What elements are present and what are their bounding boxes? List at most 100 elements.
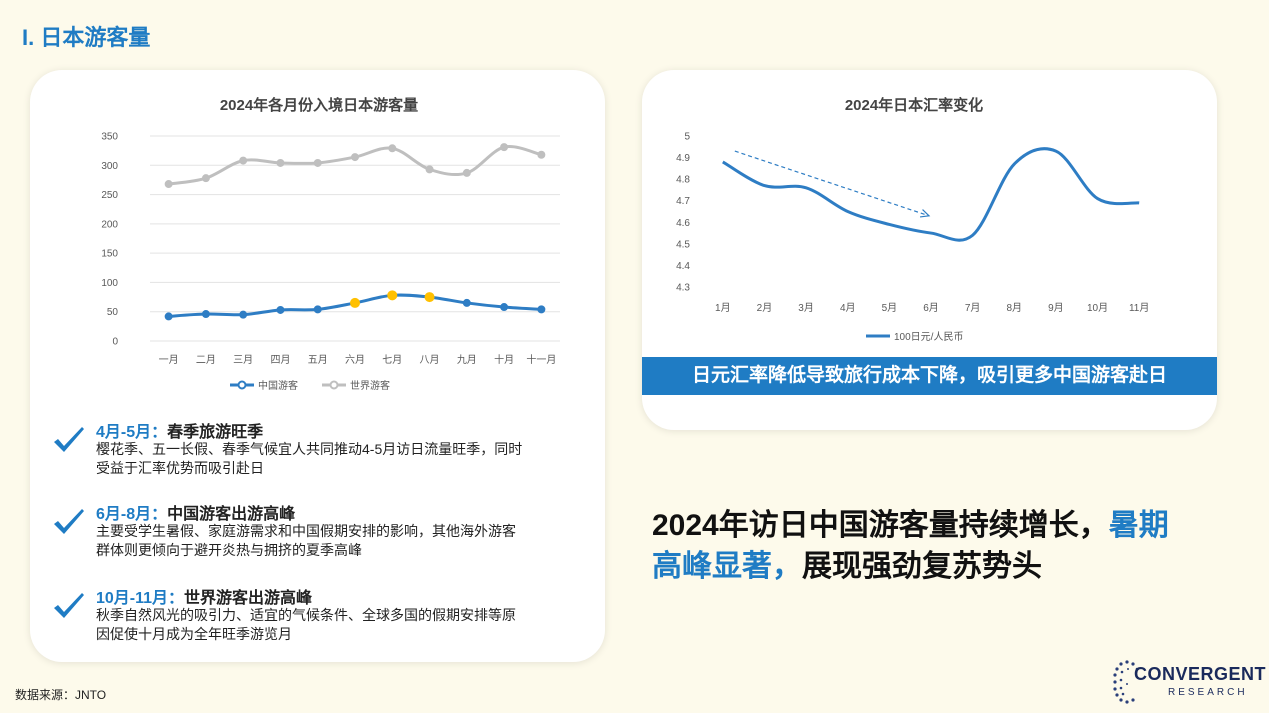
x-tick-label: 五月 [308, 354, 328, 366]
x-tick-label: 一月 [159, 354, 179, 366]
visitor-chart: 2024年各月份入境日本游客量 0 50 100 150 200 250 300 350 一月 二… [101, 96, 560, 392]
data-point [239, 310, 248, 319]
check-icon [54, 427, 84, 452]
y-tick-label: 200 [101, 219, 118, 230]
visitor-chart-title: 2024年各月份入境日本游客量 [220, 96, 418, 114]
check-icon [54, 593, 84, 618]
legend-marker [329, 380, 339, 390]
logo-name: CONVERGENT [1134, 664, 1267, 684]
bullet-period: 10月-11月： [96, 590, 185, 607]
series-line [722, 147, 1140, 242]
legend-label: 世界游客 [350, 379, 390, 392]
x-tick-label: 三月 [233, 354, 253, 366]
y-tick-label: 4.4 [676, 261, 690, 272]
bullet-body: 秋季自然风光的吸引力、适宜的气候条件、全球多国的假期安排等原 因促使十月成为全年旺… [96, 606, 588, 644]
y-tick-label: 4.5 [676, 239, 690, 250]
legend-label: 中国游客 [258, 379, 298, 392]
y-tick-label: 4.9 [676, 153, 690, 164]
data-point [424, 292, 435, 303]
exchange-rate-chart: 2024年日本汇率变化 4.3 4.4 4.5 4.6 4.7 4.8 4.9 5 1月 2月 3月… [676, 96, 1149, 343]
data-point [537, 150, 546, 159]
bullet-line: 受益于汇率优势而吸引赴日 [96, 460, 264, 476]
y-tick-label: 150 [101, 249, 118, 260]
y-tick-label: 4.7 [676, 196, 690, 207]
conclusion-banner: 日元汇率降低导致旅行成本下降，吸引更多中国游客赴日 [642, 357, 1217, 395]
y-tick-label: 4.8 [676, 175, 690, 186]
data-point [351, 153, 359, 162]
x-tick-label: 8月 [1006, 302, 1022, 314]
bullet-summer: 6月-8月：中国游客出游高峰 主要受学生暑假、家庭游需求和中国假期安排的影响，其… [52, 500, 592, 570]
company-logo: CONVERGENT RESEARCH [1112, 656, 1266, 708]
data-point [276, 305, 285, 314]
headline-part: 展现强劲复苏势头 [802, 550, 1042, 583]
logo-subtitle: RESEARCH [1168, 687, 1248, 698]
data-point [462, 168, 471, 177]
visitor-card: 2024年各月份入境日本游客量 0 50 100 150 200 250 300 350 一月 二… [30, 70, 605, 662]
x-tick-label: 1月 [715, 302, 731, 314]
bullet-period: 6月-8月： [96, 506, 168, 523]
data-point [239, 156, 248, 165]
x-tick-label: 七月 [382, 354, 402, 366]
section-title: I. 日本游客量 [22, 25, 151, 50]
y-tick-label: 4.6 [676, 218, 690, 229]
x-tick-label: 二月 [196, 354, 216, 366]
y-tick-label: 0 [112, 337, 118, 348]
data-point [350, 297, 360, 308]
bullet-period: 4月-5月： [96, 424, 168, 441]
data-point [387, 290, 398, 301]
headline-highlight: 暑期 [1108, 509, 1169, 542]
bullet-line: 因促使十月成为全年旺季游览月 [96, 626, 292, 642]
x-tick-label: 5月 [882, 302, 898, 314]
x-tick-label: 2月 [757, 302, 773, 314]
bullet-body: 主要受学生暑假、家庭游需求和中国假期安排的影响，其他海外游客 群体则更倾向于避开炎… [96, 522, 588, 560]
data-source: 数据来源：JNTO [15, 688, 107, 702]
x-tick-label: 六月 [345, 354, 365, 366]
exchange-chart-title: 2024年日本汇率变化 [845, 96, 983, 114]
bullet-heading: 6月-8月：中国游客出游高峰 [96, 500, 295, 524]
bullet-line: 樱花季、五一长假、春季气候宜人共同推动4-5月访日流量旺季，同时 [96, 441, 523, 457]
x-tick-label: 四月 [270, 354, 290, 366]
data-point [388, 144, 397, 153]
trend-arrow-line [734, 150, 930, 217]
data-point [164, 180, 173, 189]
x-tick-label: 4月 [840, 302, 856, 314]
data-point [276, 158, 285, 167]
bullet-title: 春季旅游旺季 [167, 424, 264, 441]
data-point [201, 174, 210, 183]
x-tick-label: 八月 [420, 354, 440, 366]
bullet-body: 樱花季、五一长假、春季气候宜人共同推动4-5月访日流量旺季，同时 受益于汇率优势而… [96, 440, 588, 478]
data-point [313, 305, 322, 314]
y-tick-label: 5 [684, 132, 690, 143]
check-icon [54, 509, 84, 534]
x-tick-label: 十一月 [526, 353, 556, 366]
y-tick-label: 4.3 [676, 283, 690, 294]
x-tick-label: 11月 [1129, 302, 1149, 314]
x-tick-label: 3月 [798, 302, 814, 314]
bullet-line: 主要受学生暑假、家庭游需求和中国假期安排的影响，其他海外游客 [96, 523, 516, 539]
data-point [537, 305, 546, 314]
y-tick-label: 250 [101, 190, 118, 201]
bullet-line: 秋季自然风光的吸引力、适宜的气候条件、全球多国的假期安排等原 [96, 607, 516, 623]
data-point [500, 143, 509, 152]
legend-marker [237, 380, 247, 390]
bullet-title: 中国游客出游高峰 [167, 506, 296, 523]
x-tick-label: 九月 [457, 354, 477, 366]
logo-dots-icon [1113, 660, 1139, 704]
y-tick-label: 300 [101, 161, 118, 172]
x-tick-label: 十月 [494, 353, 514, 366]
data-point [500, 303, 509, 312]
bullet-heading: 4月-5月：春季旅游旺季 [96, 418, 263, 442]
data-point [425, 165, 434, 174]
headline: 2024年访日中国游客量持续增长，暑期高峰显著，展现强劲复苏势头 [652, 505, 1232, 587]
x-tick-label: 6月 [923, 302, 939, 314]
data-point [164, 312, 173, 321]
x-tick-label: 10月 [1087, 302, 1108, 314]
bullet-title: 世界游客出游高峰 [184, 590, 313, 607]
x-tick-label: 7月 [965, 302, 981, 314]
x-tick-label: 9月 [1048, 302, 1064, 314]
legend-label: 100日元/人民币 [894, 331, 963, 343]
headline-highlight: 高峰显著， [652, 550, 802, 583]
y-tick-label: 50 [107, 307, 119, 318]
bullet-autumn: 10月-11月：世界游客出游高峰 秋季自然风光的吸引力、适宜的气候条件、全球多国… [52, 584, 592, 654]
headline-part: 2024年访日中国游客量持续增长， [652, 509, 1109, 542]
